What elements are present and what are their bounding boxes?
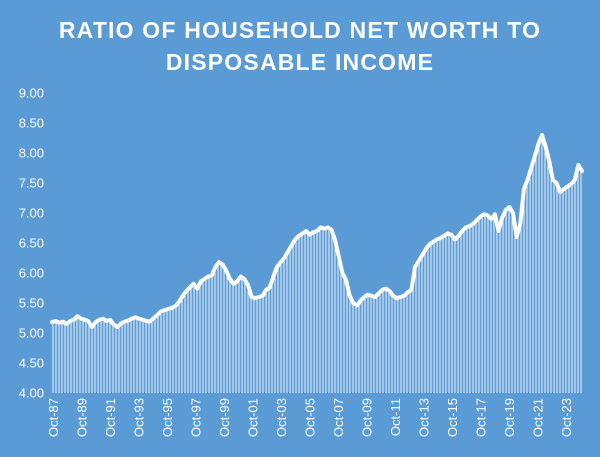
y-tick-label: 5.00	[19, 326, 44, 341]
x-tick-label: Oct-87	[46, 398, 61, 437]
x-tick-label: Oct-01	[246, 398, 261, 437]
y-tick-label: 7.50	[19, 176, 44, 191]
x-tick-label: Oct-21	[531, 398, 546, 437]
chart-title-line-1: RATIO OF HOUSEHOLD NET WORTH TO	[58, 17, 542, 43]
x-tick-label: Oct-95	[160, 398, 175, 437]
x-tick-label: Oct-89	[75, 398, 90, 437]
series-line	[50, 133, 584, 329]
y-tick-label: 8.50	[19, 116, 44, 131]
x-tick-label: Oct-97	[189, 398, 204, 437]
y-tick-label: 9.00	[19, 86, 44, 101]
x-tick-label: Oct-07	[331, 398, 346, 437]
x-tick-label: Oct-91	[103, 398, 118, 437]
x-tick-label: Oct-15	[445, 398, 460, 437]
series-line-group	[50, 133, 584, 329]
chart-title-line-2: DISPOSABLE INCOME	[165, 49, 435, 75]
x-tick-label: Oct-23	[559, 398, 574, 437]
y-tick-label: 5.50	[19, 296, 44, 311]
x-tick-label: Oct-11	[388, 398, 403, 436]
x-tick-label: Oct-05	[303, 398, 318, 437]
x-tick-label: Oct-93	[132, 398, 147, 437]
x-tick-label: Oct-19	[502, 398, 517, 437]
y-axis-labels: 9.00 8.50 8.00 7.50 7.00 6.50 6.00 5.50 5.00 4.50…	[19, 86, 44, 401]
y-tick-label: 4.00	[19, 386, 44, 401]
x-tick-label: Oct-03	[274, 398, 289, 437]
y-tick-label: 4.50	[19, 356, 44, 371]
x-tick-label: Oct-17	[474, 398, 489, 437]
y-tick-label: 6.50	[19, 236, 44, 251]
x-tick-label: Oct-13	[417, 398, 432, 437]
y-tick-label: 8.00	[19, 146, 44, 161]
x-axis-labels: Oct-87 Oct-89 Oct-91 Oct-93 Oct-95 Oct-97 Oct-…	[46, 398, 574, 437]
y-tick-label: 6.00	[19, 266, 44, 281]
x-tick-label: Oct-99	[217, 398, 232, 437]
x-tick-label: Oct-09	[360, 398, 375, 437]
hatch-fill-group	[52, 135, 582, 393]
y-tick-label: 7.00	[19, 206, 44, 221]
